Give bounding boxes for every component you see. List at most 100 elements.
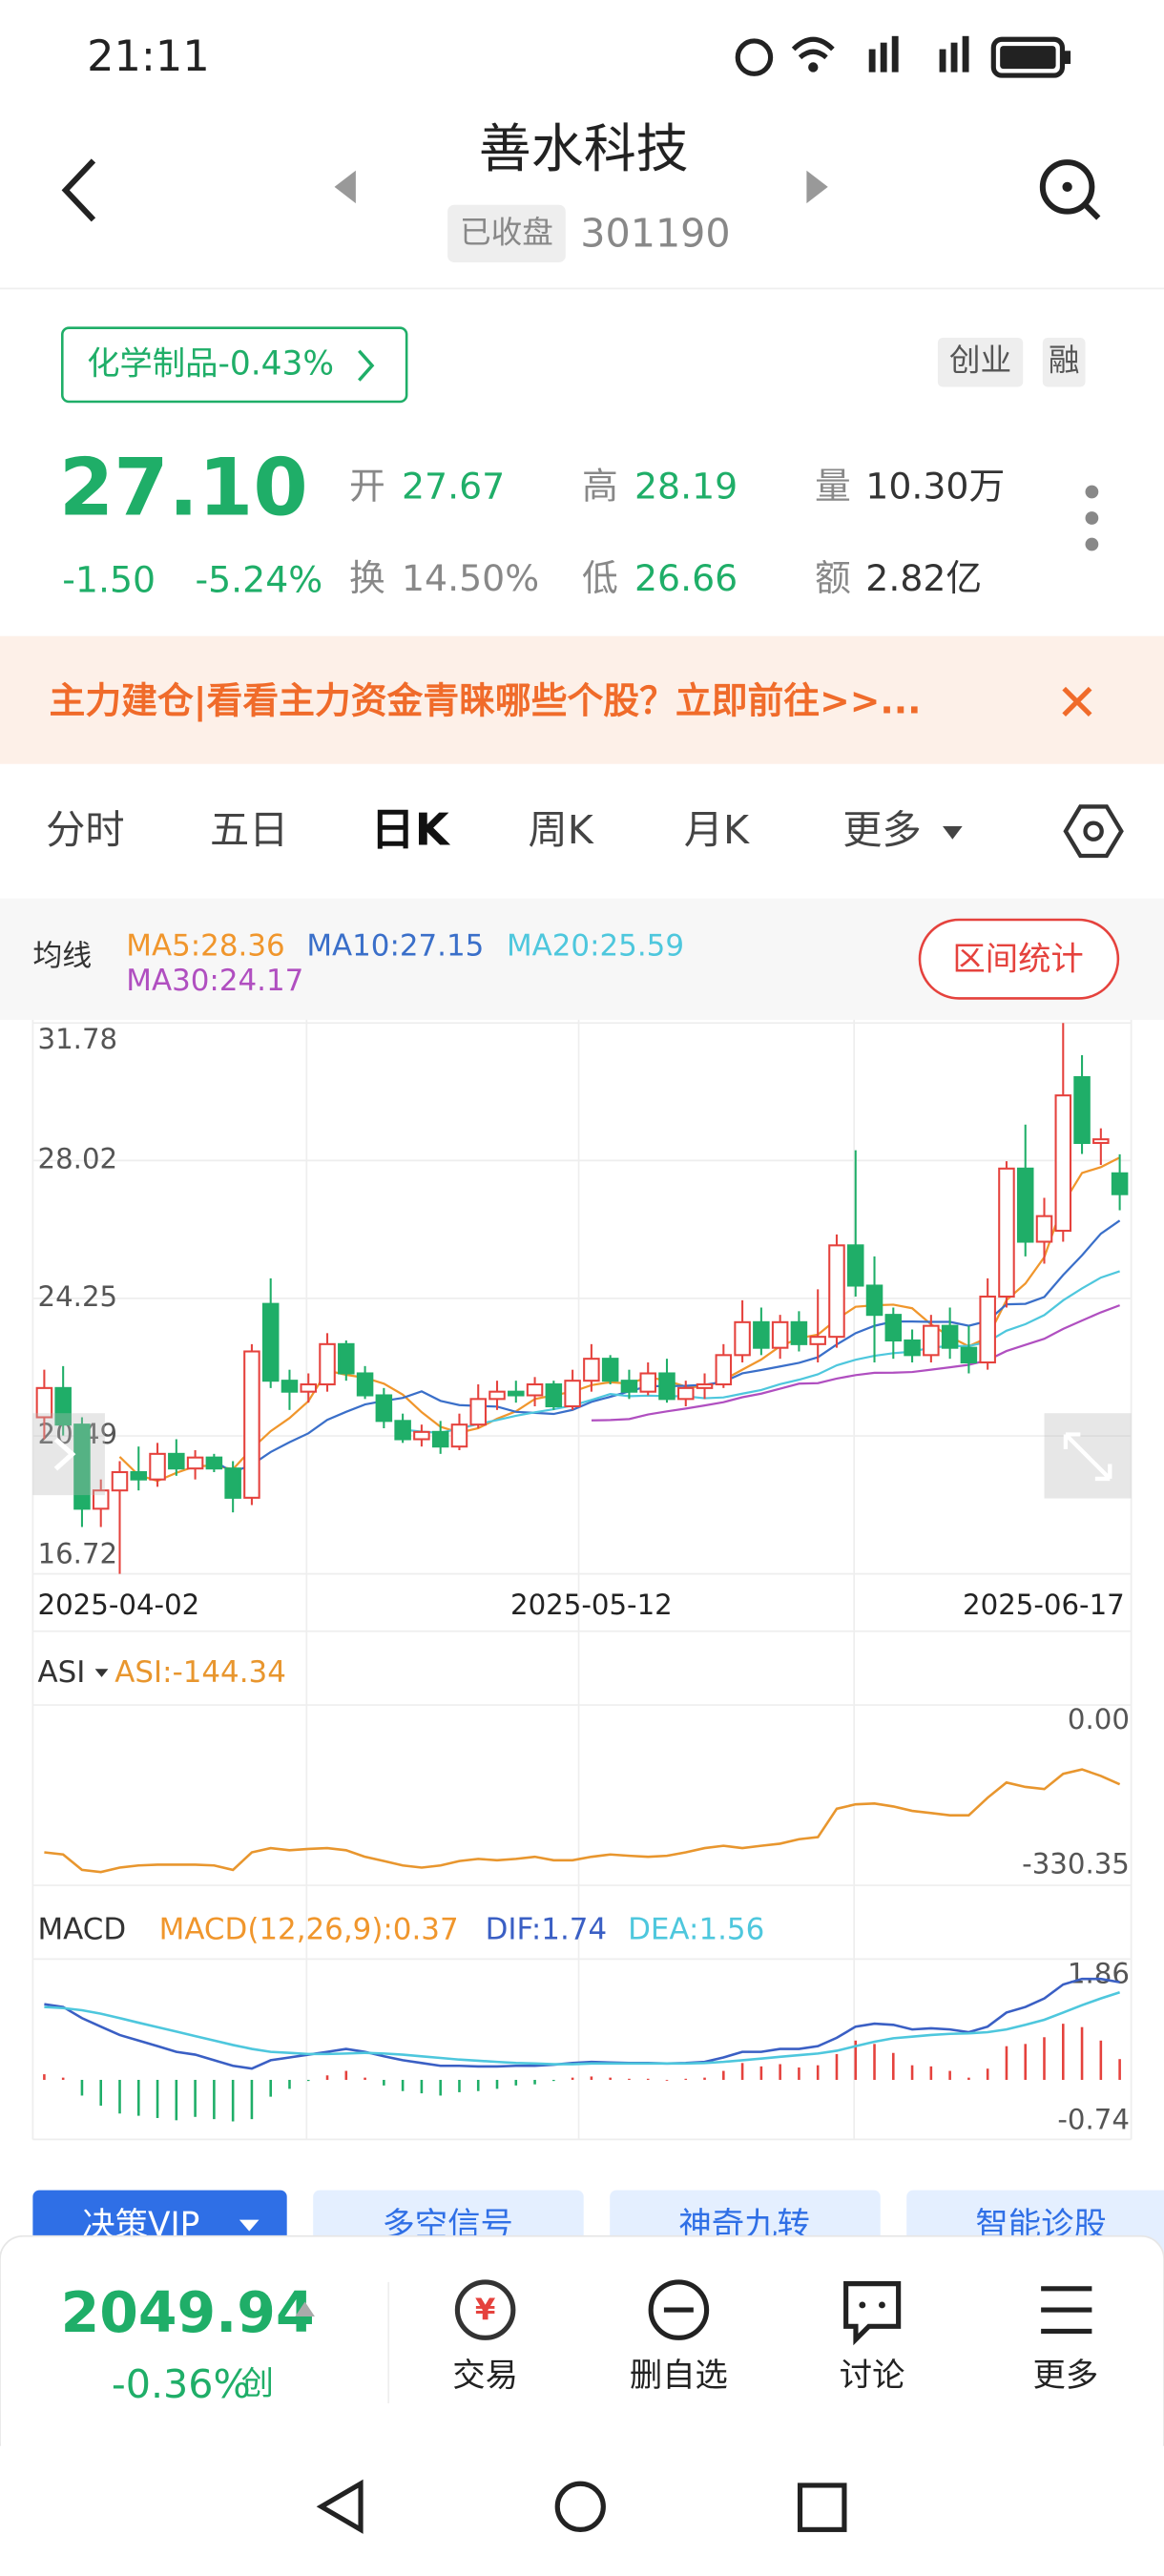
more-menu[interactable] [1085,485,1099,551]
price-change-pct: -5.24% [195,559,322,601]
discuss-icon[interactable] [843,2281,902,2346]
nav-back[interactable] [316,2479,364,2534]
tab[interactable]: 月K [684,807,750,853]
dropdown-arrow [943,826,963,840]
dropdown-arrow [239,2219,260,2232]
candle-body [469,1398,487,1426]
stock-name: 善水科技 [479,118,689,179]
ma-title: 均线 [32,939,92,973]
candle-body [846,1244,864,1287]
candle-body [884,1314,903,1342]
margin-tag: 融 [1049,343,1080,379]
next-stock[interactable] [806,170,828,204]
x-tick-label: 2025-05-12 [510,1589,673,1621]
trade-icon[interactable]: ¥ [454,2279,516,2340]
expand-arrow[interactable] [295,2301,315,2316]
candle-body [319,1342,336,1386]
remove-watch-icon[interactable] [648,2279,710,2340]
asi-line [44,1768,1121,1874]
candle-body [111,1470,129,1492]
tab[interactable]: 分时 [46,807,124,853]
action-label[interactable]: 讨论 [840,2357,905,2395]
tag-bg [1042,337,1086,387]
sector-label: 化学制品-0.43% [87,345,334,384]
candle-body [601,1358,619,1382]
candle-body [338,1342,355,1375]
y-tick-label: 0.00 [1068,1703,1130,1735]
macd-line [44,1977,1120,2070]
prev-stock[interactable] [334,170,356,204]
tab[interactable]: 更多 [842,807,921,853]
sector-tag[interactable] [61,326,408,404]
candle-body [243,1350,260,1499]
back-button[interactable] [61,158,96,222]
settings-button[interactable] [1063,804,1124,859]
candle-body [734,1320,751,1357]
board-tag: 创业 [949,343,1011,379]
banner[interactable] [0,635,1164,764]
market-status: 已收盘 [460,215,553,251]
tab[interactable]: 五日 [210,807,288,853]
action-label[interactable]: 删自选 [630,2357,728,2395]
action-label[interactable]: 交易 [452,2357,518,2395]
field-value: 26.66 [634,557,738,599]
tab[interactable]: 周K [529,807,594,853]
candle-body [261,1302,280,1382]
candle-body [923,1324,940,1357]
action-label[interactable]: 更多 [1033,2357,1099,2395]
price-change: -1.50 [62,559,156,601]
candle-body [281,1380,299,1393]
candle-body [1073,1075,1091,1145]
field-value: 28.19 [634,466,738,508]
index-change: -0.36% [112,2361,251,2407]
chevron [358,349,375,382]
candle-body [375,1394,393,1423]
candle-body [620,1380,638,1393]
candle-body [35,1386,53,1419]
candle-body [168,1452,185,1470]
candle-body [941,1324,959,1349]
candle-body [904,1339,921,1357]
nav-bar [0,2445,1164,2576]
nav-recent[interactable] [797,2483,847,2532]
status-icons [735,35,1071,78]
dea-legend: DEA:1.56 [628,1913,764,1947]
macd-title: MACD [38,1913,127,1947]
candle-body [130,1470,148,1481]
field-value: 2.82亿 [865,557,982,599]
candle-body [450,1423,468,1448]
ma-legend: MA30:24.17 [126,964,303,998]
tab-active[interactable]: 日K [370,803,450,855]
candle-body [526,1382,544,1397]
candle-body [583,1358,600,1382]
search-button[interactable] [1039,159,1101,220]
range-stats-button[interactable] [918,918,1120,1000]
candle-body [300,1382,318,1393]
field-label: 换 [349,557,385,599]
field-value: 10.30万 [865,466,1005,508]
candle-body [960,1346,978,1364]
banner-close[interactable] [1062,686,1092,717]
nav-home[interactable] [554,2481,606,2532]
dif-legend: DIF:1.74 [486,1913,608,1947]
candle-body [1111,1172,1129,1195]
chart-frame [31,1019,1133,2141]
more-icon[interactable] [1041,2286,1092,2335]
asi-title: ASI [38,1655,86,1690]
y-tick-label: -0.74 [1057,2104,1130,2136]
candle-body [790,1320,808,1345]
status-time: 21:11 [87,31,210,81]
stock-code: 301190 [580,210,730,256]
candle-body [564,1380,581,1408]
plot: 31.7828.0224.2520.4916.722025-04-022025-… [32,1022,1132,2136]
candle-body [149,1452,166,1481]
candle-body [224,1467,241,1499]
field-label: 量 [815,466,851,508]
y-tick-label: 24.25 [38,1280,118,1313]
candle-body [696,1382,714,1389]
asi-legend: ASI:-144.34 [114,1655,286,1690]
ma-line [591,1304,1120,1422]
fullscreen-icon [1063,1432,1112,1482]
